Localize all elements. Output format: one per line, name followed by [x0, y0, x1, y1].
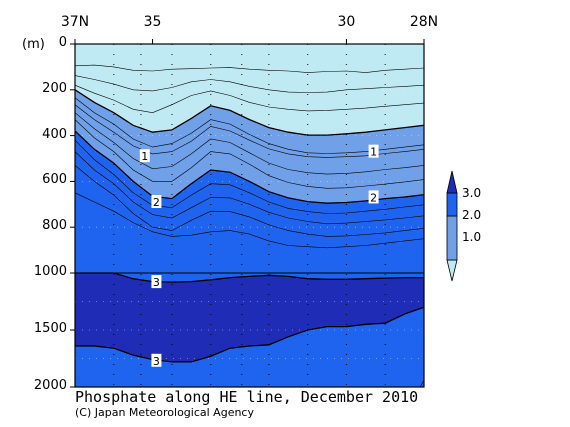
contour-0-6 — [74, 64, 425, 73]
depth-tick-label: 800 — [42, 218, 67, 234]
depth-tick-label: 400 — [42, 126, 67, 142]
contour-1-8 — [74, 119, 425, 189]
contour-lines-layer — [74, 64, 425, 388]
fill-region-above-3 — [75, 273, 424, 362]
fill-region-below-1 — [75, 44, 424, 136]
contour-1 — [74, 89, 425, 136]
contour-label-box — [368, 144, 379, 158]
contour-3 — [75, 306, 425, 363]
depth-unit-label: (m) — [22, 37, 45, 52]
contour-label: 1 — [368, 144, 379, 159]
colorbar-bottom-triangle — [446, 259, 458, 282]
contour-1-6 — [74, 112, 425, 175]
contour-0-8 — [74, 75, 425, 93]
contour-label-box — [151, 275, 162, 289]
contour-label-box — [151, 353, 162, 367]
latitude-tick-label: 28N — [409, 14, 439, 30]
contour-label: 2 — [151, 195, 162, 209]
latitude-tick-label: 37N — [60, 14, 90, 30]
contour-label-text: 2 — [153, 196, 160, 209]
contour-label-text: 1 — [370, 146, 377, 159]
contour-label: 2 — [368, 190, 379, 204]
depth-tick-label: 2000 — [33, 378, 67, 393]
contour-label-text: 3 — [153, 355, 160, 368]
contour-label-box — [151, 195, 162, 209]
chart-title: Phosphate along HE line, December 2010 — [75, 388, 419, 406]
depth-tick-label: 200 — [42, 80, 67, 96]
contour-2-4 — [74, 151, 425, 225]
contour-label: 3 — [151, 353, 162, 368]
contour-label-text: 2 — [370, 191, 377, 204]
contour-1-2 — [74, 97, 425, 154]
contour-label-box — [368, 190, 379, 204]
contour-2 — [74, 130, 425, 204]
credit-line: (C) Japan Meteorological Agency — [75, 406, 254, 419]
colorbar-tick-label: 3.0 — [462, 186, 482, 200]
plot-frame-layer — [70, 39, 425, 388]
colorbar-tick-label: 1.0 — [462, 230, 482, 244]
colorbar-top-triangle — [446, 170, 458, 194]
colorbar-segment-1-2 — [446, 215, 458, 261]
contour-0-9 — [74, 84, 425, 114]
contour-2-2 — [74, 139, 425, 214]
colorbar-segment-2-3 — [446, 192, 458, 217]
colorbar — [446, 170, 458, 282]
contour-label-text: 1 — [141, 150, 148, 163]
contour-3-2 — [419, 380, 425, 388]
latitude-tick-label: 30 — [337, 14, 356, 30]
contour-2-8 — [74, 192, 425, 249]
depth-tick-label: 0 — [58, 35, 67, 50]
fill-region-1-2 — [75, 89, 424, 204]
plot-border — [74, 43, 425, 388]
colorbar-tick-label: 2.0 — [462, 208, 482, 222]
contour-label: 3 — [151, 275, 162, 289]
contour-label-text: 3 — [153, 276, 160, 289]
contour-labels-layer: 1 1 2 2 3 3 — [139, 144, 379, 368]
latitude-tick-label: 35 — [143, 14, 162, 30]
contour-3 — [75, 272, 424, 283]
contour-1-4 — [74, 104, 425, 158]
depth-tick-label: 1000 — [33, 264, 67, 279]
contour-2-6 — [74, 165, 425, 237]
depth-tick-label: 600 — [42, 172, 67, 188]
contour-label: 1 — [139, 149, 150, 163]
depth-tick-label: 1500 — [33, 321, 67, 336]
color-fill-layer — [75, 44, 424, 387]
contour-label-box — [139, 149, 150, 163]
